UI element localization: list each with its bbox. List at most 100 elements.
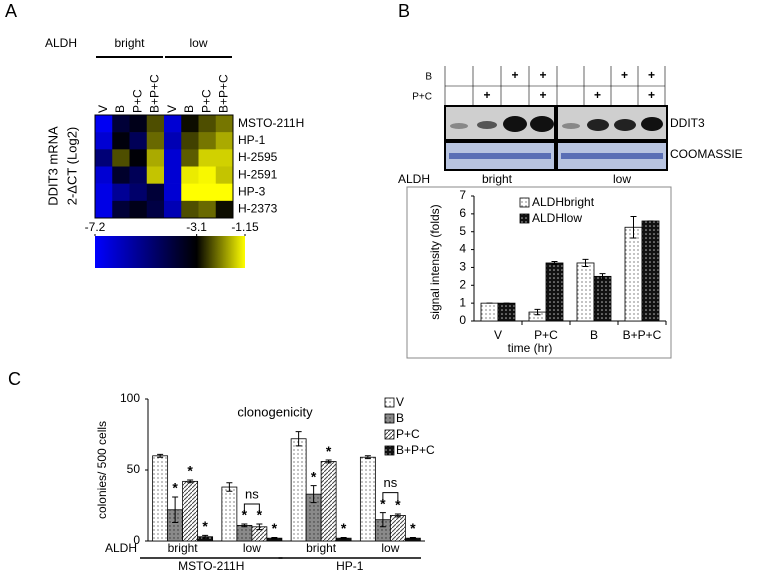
bracket-label: ns xyxy=(245,486,259,501)
significance-marker: * xyxy=(272,520,278,536)
row-label: HP-3 xyxy=(238,184,266,198)
error-bar xyxy=(172,496,179,524)
column-label: B+P+C xyxy=(148,74,162,113)
bar xyxy=(221,486,238,542)
y-tick-label: 7 xyxy=(459,188,466,202)
heatmap-cell xyxy=(215,183,234,202)
bar xyxy=(152,455,169,542)
bar xyxy=(576,262,595,322)
error-bar xyxy=(364,455,371,460)
bracket xyxy=(382,492,399,501)
heatmap-cell xyxy=(181,166,199,184)
significance-marker: * xyxy=(380,495,386,511)
error-bar xyxy=(409,536,416,540)
error-bar xyxy=(325,459,332,464)
legend-label: B+P+C xyxy=(396,443,435,457)
error-bar xyxy=(310,485,317,504)
y-tick-label: 4 xyxy=(459,242,466,256)
bar xyxy=(236,524,253,542)
x-tick-label: low xyxy=(243,541,261,555)
x-tick-label: bright xyxy=(306,541,337,555)
chart-title: clonogenicity xyxy=(237,404,313,419)
y-tick-label: 0 xyxy=(459,313,466,327)
heatmap-cell xyxy=(181,200,199,219)
group-name: low xyxy=(189,36,207,50)
heatmap-cell xyxy=(198,166,217,184)
y-tick-label: 0 xyxy=(133,533,140,547)
heatmap-cell xyxy=(95,166,113,184)
group-label: ALDH xyxy=(398,172,430,186)
supergroup-label: MSTO-211H xyxy=(178,559,244,573)
bracket xyxy=(243,503,260,512)
error-bar xyxy=(157,453,164,458)
blot-sign: + xyxy=(648,88,655,102)
heatmap-cell xyxy=(146,115,165,133)
y-tick-label: 1 xyxy=(459,295,466,309)
column-label: V xyxy=(96,105,110,113)
heatmap-cell xyxy=(215,200,234,219)
error-bar xyxy=(394,513,401,518)
heatmap-cell xyxy=(112,166,130,184)
heatmap-cell xyxy=(146,149,165,167)
heatmap-cell xyxy=(215,115,234,133)
bar xyxy=(497,302,516,322)
heatmap-cell xyxy=(198,132,217,150)
column-label: B xyxy=(113,105,127,113)
legend-swatch xyxy=(519,213,530,224)
heatmap-cell xyxy=(112,183,130,202)
heatmap-cell xyxy=(112,149,130,167)
x-tick-label: bright xyxy=(168,541,199,555)
panel-label: B xyxy=(398,1,410,21)
row-label: H-2595 xyxy=(238,150,278,164)
y-tick-label: 100 xyxy=(120,391,140,405)
error-bar xyxy=(202,534,209,539)
heatmap-cell xyxy=(95,115,113,133)
error-bar xyxy=(582,258,589,268)
x-axis-label: time (hr) xyxy=(508,341,553,355)
blot-images xyxy=(406,105,672,359)
x-tick-label: P+C xyxy=(534,328,558,342)
row-label: H-2591 xyxy=(238,167,278,181)
group-name: low xyxy=(613,172,631,186)
heatmap-cell xyxy=(164,166,182,184)
blot-row-label: B xyxy=(425,72,432,83)
band-label: COOMASSIE xyxy=(670,147,743,161)
blot-sign: + xyxy=(594,88,601,102)
heatmap-cell xyxy=(215,132,234,150)
bar xyxy=(290,438,307,542)
bar xyxy=(545,262,564,322)
blot-sign: + xyxy=(621,68,628,82)
error-bar xyxy=(340,536,347,540)
heatmap-cell xyxy=(215,166,234,184)
bar xyxy=(593,275,612,322)
legend-swatch xyxy=(384,445,395,456)
heatmap-cell xyxy=(146,166,165,184)
heatmap-cell xyxy=(112,115,130,133)
y-tick-label: 6 xyxy=(459,206,466,220)
y-axis-label: signal intensity (folds) xyxy=(428,204,442,319)
legend-swatch xyxy=(384,413,395,424)
heatmap-cell xyxy=(146,183,165,202)
heatmap-cell xyxy=(181,149,199,167)
y-axis-label: DDIT3 mRNA xyxy=(45,126,60,206)
significance-marker: * xyxy=(341,520,347,536)
heatmap-cell xyxy=(181,183,199,202)
y-axis-label: colonies/ 500 cells xyxy=(95,421,109,519)
x-tick-label: B xyxy=(590,328,598,342)
heatmap-cell xyxy=(95,183,113,202)
column-label: B+P+C xyxy=(217,74,231,113)
bar xyxy=(624,226,643,322)
column-label: V xyxy=(165,105,179,113)
significance-marker: * xyxy=(410,520,416,536)
heatmap-cell xyxy=(95,200,113,219)
heatmap-cell xyxy=(95,132,113,150)
heatmap-cell xyxy=(129,115,148,133)
column-label: P+C xyxy=(199,89,213,113)
y-axis-label: 2-ΔCT (Log2) xyxy=(64,127,79,206)
row-label: H-2373 xyxy=(238,202,278,216)
significance-marker: * xyxy=(257,507,263,523)
heatmap-cell xyxy=(198,183,217,202)
blot-sign: + xyxy=(539,88,546,102)
